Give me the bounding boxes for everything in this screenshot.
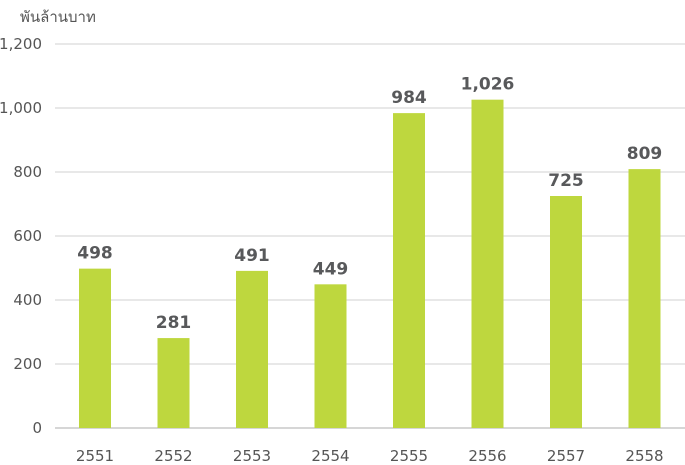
y-tick-label: 0 [32,419,42,437]
bar-value-label: 449 [313,259,349,279]
x-tick-label: 2553 [233,447,271,465]
bar [471,99,504,429]
bar [628,169,661,428]
y-tick-label: 1,200 [0,35,42,53]
x-tick-label: 2554 [311,447,349,465]
bar [236,270,268,428]
y-tick-label: 400 [13,291,42,309]
gridlines [55,43,685,429]
x-tick-label: 2551 [76,447,114,465]
bar [550,196,582,428]
x-tick-label: 2556 [468,447,506,465]
x-tick-label: 2552 [154,447,192,465]
bar [79,268,111,428]
bars [79,99,661,429]
y-tick-label: 200 [13,355,42,373]
data-labels: 498 281 491 449 984 1,026 725 809 [77,75,662,333]
bar-value-label: 809 [627,144,663,164]
bar-value-label: 1,026 [461,75,515,95]
bar-value-label: 498 [77,244,113,264]
bar-value-label: 491 [234,246,270,266]
y-axis-tick-labels: 0 200 400 600 800 1,000 1,200 [0,35,42,437]
bar-value-label: 984 [391,88,427,108]
y-tick-label: 600 [13,227,42,245]
x-tick-label: 2557 [547,447,585,465]
bar [393,113,425,429]
x-axis-tick-labels: 2551 2552 2553 2554 2555 2556 2557 2558 [76,447,664,465]
y-axis-unit-label: พันล้านบาท [20,8,96,26]
bar-value-label: 281 [156,313,192,333]
bar [314,284,347,428]
y-tick-label: 1,000 [0,99,42,117]
x-tick-label: 2558 [625,447,663,465]
bar-value-label: 725 [548,171,584,191]
y-tick-label: 800 [13,163,42,181]
x-tick-label: 2555 [390,447,428,465]
bar [157,338,190,428]
